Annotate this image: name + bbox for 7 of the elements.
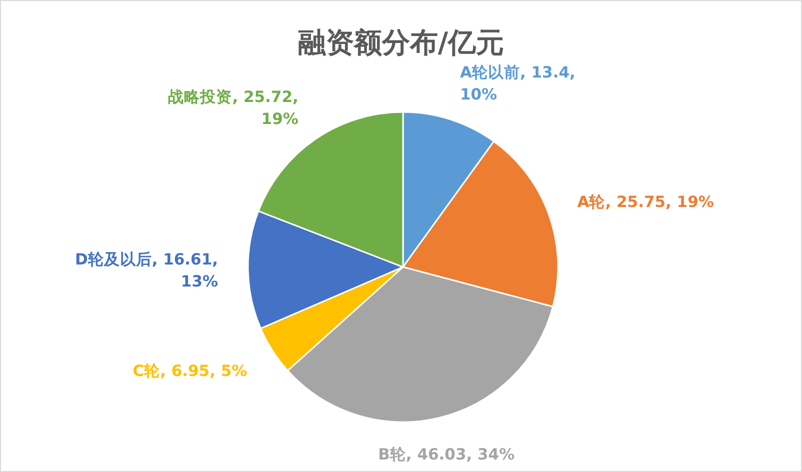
chart-title: 融资额分布/亿元	[298, 26, 504, 59]
slice-label: A轮, 25.75, 19%	[577, 193, 714, 212]
slice-label: A轮以前, 13.4, 10%	[460, 63, 576, 104]
slice-label: B轮, 46.03, 34%	[378, 446, 516, 464]
slice-label: C轮, 6.95, 5%	[132, 362, 248, 380]
slice-label: 战略投资, 25.72, 19%	[168, 88, 299, 128]
slice-label: D轮及以后, 16.61, 13%	[74, 250, 218, 291]
